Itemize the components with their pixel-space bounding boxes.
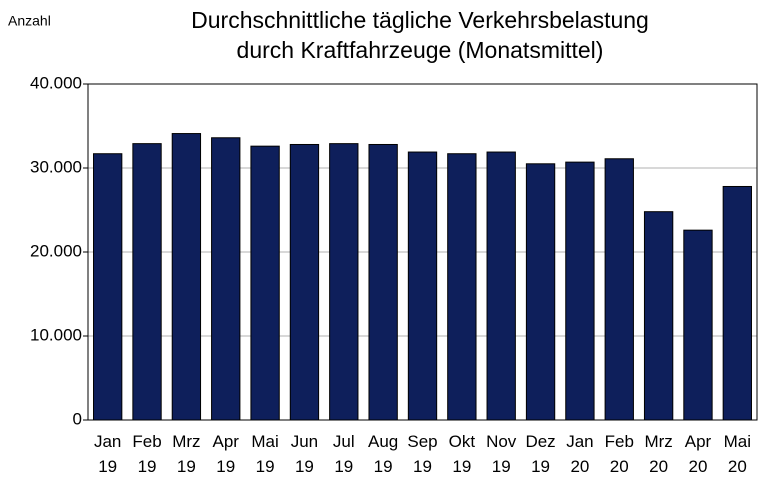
bar <box>447 153 477 421</box>
x-tick-label: Jun 19 <box>291 432 318 476</box>
bar <box>329 143 359 421</box>
bar <box>486 151 516 421</box>
x-tick-label: Mai 19 <box>251 432 278 476</box>
bar <box>93 153 123 421</box>
x-tick-label: Aug 19 <box>368 432 398 476</box>
y-tick-label: 10.000 <box>30 325 82 344</box>
chart-title: durch Kraftfahrzeuge (Monatsmittel) <box>237 37 604 63</box>
y-tick-label: 20.000 <box>30 241 82 260</box>
x-tick-label: Mrz 19 <box>172 432 200 476</box>
x-tick-label: Nov 19 <box>486 432 517 476</box>
bar <box>250 145 280 421</box>
x-tick-label: Mrz 20 <box>644 432 672 476</box>
y-axis-label: Anzahl <box>8 13 51 29</box>
x-tick-label: Apr 20 <box>685 432 712 476</box>
x-tick-label: Apr 19 <box>213 432 240 476</box>
bar <box>683 229 713 421</box>
x-tick-label: Jan 20 <box>566 432 593 476</box>
chart-title: Durchschnittliche tägliche Verkehrsbelas… <box>191 7 649 33</box>
x-tick-label: Mai 20 <box>724 432 751 476</box>
x-tick-label: Dez 19 <box>525 432 555 476</box>
bar <box>289 143 320 421</box>
bar <box>604 158 634 421</box>
bar <box>525 163 556 421</box>
bar <box>171 133 202 421</box>
bar <box>132 143 162 421</box>
x-tick-label: Sep 19 <box>407 432 437 476</box>
bar <box>368 143 398 421</box>
y-tick-label: 30.000 <box>30 157 82 176</box>
bar <box>565 161 595 421</box>
bar <box>722 185 752 421</box>
x-tick-label: Feb 19 <box>132 432 161 476</box>
bar <box>211 137 241 421</box>
bar <box>643 211 674 421</box>
bar <box>407 151 438 421</box>
x-tick-label: Okt 19 <box>449 432 476 476</box>
y-tick-label: 40.000 <box>30 73 82 92</box>
x-tick-label: Jul 19 <box>333 432 355 476</box>
y-tick-label: 0 <box>73 409 82 428</box>
x-tick-label: Jan 19 <box>94 432 121 476</box>
x-tick-label: Feb 20 <box>605 432 634 476</box>
